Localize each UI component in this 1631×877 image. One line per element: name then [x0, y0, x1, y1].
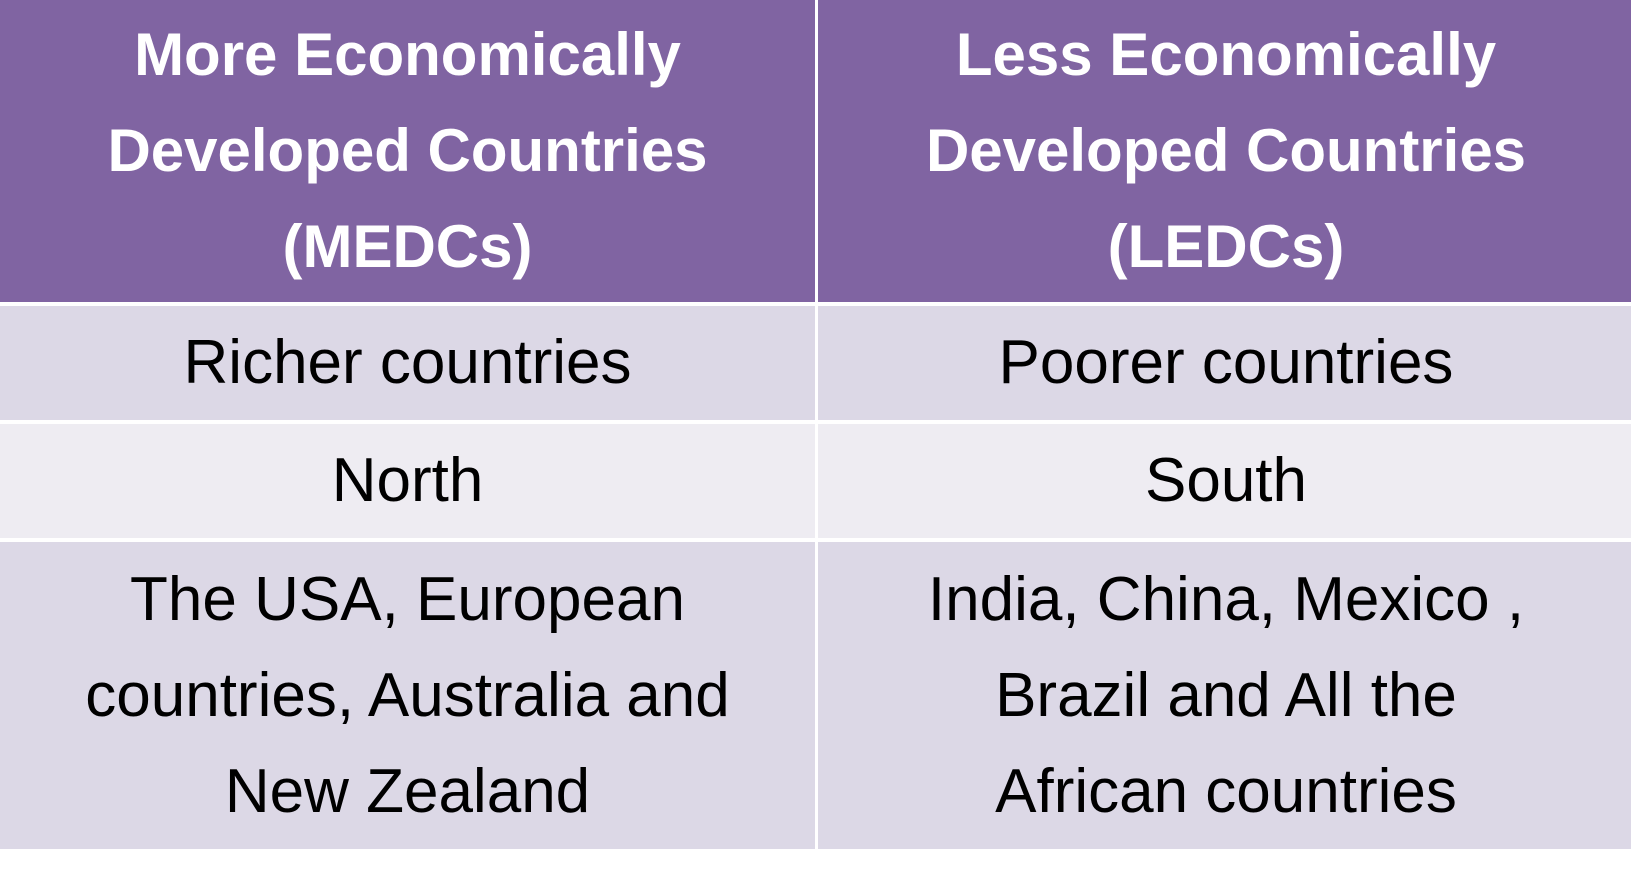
cell-line: Richer countries [183, 328, 632, 397]
table-cell: Richer countries [0, 306, 815, 420]
cell-line: (MEDCs) [282, 213, 533, 280]
cell-line: More Economically [134, 21, 681, 88]
cell-line: (LEDCs) [1107, 213, 1345, 280]
table-cell: Poorer countries [818, 306, 1631, 420]
header-cell: More Economically Developed Countries (MED… [0, 0, 815, 302]
cell-line: Less Economically [955, 21, 1497, 88]
cell-line: Poorer countries [998, 328, 1454, 397]
header-cell: Less Economically Developed Countries (LED… [818, 0, 1631, 302]
table: More Economically Developed Countries (MED… [0, 0, 1631, 849]
cell-line: New Zealand [224, 756, 591, 826]
cell-line: North [331, 446, 484, 515]
cell-line: countries, Australia and [85, 660, 730, 730]
cell-line: South [1144, 446, 1308, 515]
cell-line: Brazil and All the [995, 660, 1457, 730]
cell-line: African countries [995, 756, 1457, 826]
cell-line: The USA, European [130, 564, 685, 634]
table-cell: North [0, 424, 815, 538]
cell-line: Developed Countries [107, 117, 708, 184]
table-cell: The USA, European countries, Australia an… [0, 542, 815, 849]
table-cell: South [818, 424, 1631, 538]
cell-line: India, China, Mexico , [927, 564, 1525, 634]
table-cell: India, China, Mexico , Brazil and All the… [818, 542, 1631, 849]
cell-line: Developed Countries [925, 117, 1527, 184]
